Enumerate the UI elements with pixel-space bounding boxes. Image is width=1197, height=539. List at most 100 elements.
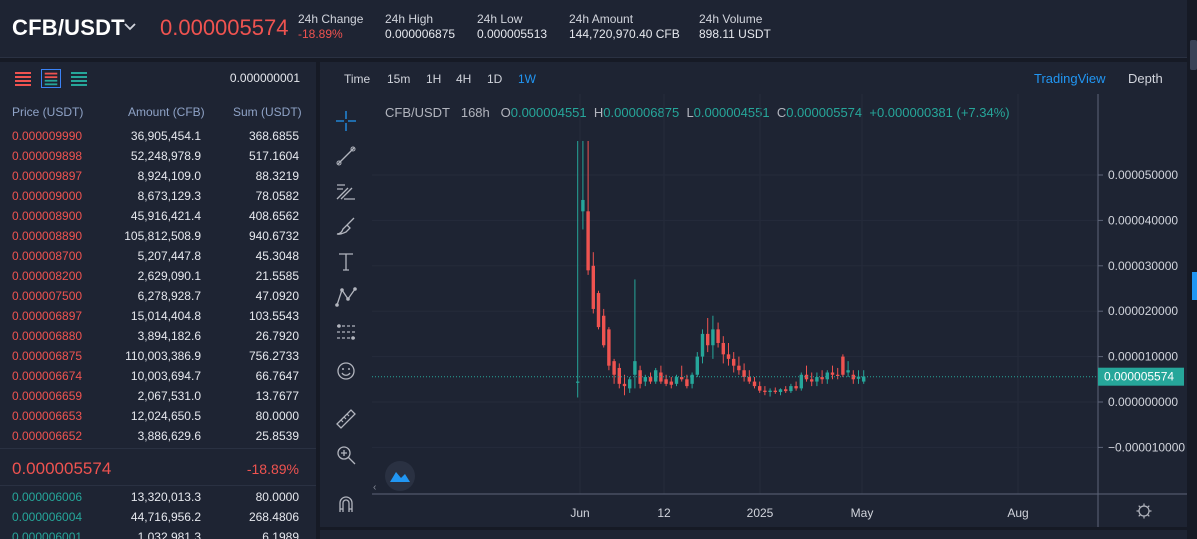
candle-body xyxy=(732,358,736,366)
ask-sum: 25.8539 xyxy=(255,429,299,443)
candle-body xyxy=(773,390,777,393)
precision-selector[interactable]: 0.000000001 xyxy=(229,71,300,85)
legend-symbol: CFB/USDT xyxy=(385,105,450,120)
both-sides-icon[interactable] xyxy=(41,69,61,88)
candle-body xyxy=(794,386,798,389)
candle-body xyxy=(674,377,679,384)
time-axis-label: 12 xyxy=(657,506,671,520)
ask-sum: 66.7647 xyxy=(255,369,299,383)
timeframe-15m[interactable]: 15m xyxy=(387,72,411,86)
candle-body xyxy=(846,370,850,373)
ask-amount: 2,067,531.0 xyxy=(137,389,201,403)
ask-price: 0.000006652 xyxy=(12,429,83,443)
candle-body xyxy=(856,376,861,379)
emoji-icon[interactable] xyxy=(334,359,358,383)
ask-row[interactable]: 0.000006659 2,067,531.0 13.7677 xyxy=(0,385,316,405)
candle-body xyxy=(690,374,694,384)
ask-row[interactable]: 0.000009897 8,924,109.0 88.3219 xyxy=(0,165,316,185)
fib-icon[interactable] xyxy=(334,179,358,203)
ask-row[interactable]: 0.000006674 10,003,694.7 66.7647 xyxy=(0,365,316,385)
pair-selector[interactable]: CFB/USDT xyxy=(12,15,125,40)
ask-sum: 517.1604 xyxy=(248,149,299,163)
price-column-header: Price (USDT) xyxy=(12,105,84,119)
ask-row[interactable]: 0.000006897 15,014,404.8 103.5543 xyxy=(0,305,316,325)
brush-icon[interactable] xyxy=(334,214,358,238)
ask-sum: 21.5585 xyxy=(255,269,299,283)
ask-row[interactable]: 0.000007500 6,278,928.7 47.0920 xyxy=(0,285,316,305)
ask-amount: 52,248,978.9 xyxy=(130,149,201,163)
ask-amount: 10,003,694.7 xyxy=(130,369,201,383)
ask-row[interactable]: 0.000008700 5,207,447.8 45.3048 xyxy=(0,245,316,265)
asks-only-icon[interactable] xyxy=(13,69,33,88)
stat-value: 144,720,970.40 CFB xyxy=(569,27,680,41)
ask-amount: 8,673,129.3 xyxy=(137,189,201,203)
ask-row[interactable]: 0.000009990 36,905,454.1 368.6855 xyxy=(0,125,316,145)
candle-body xyxy=(763,390,767,393)
bid-row[interactable]: 0.000006006 13,320,013.3 80.0000 xyxy=(0,486,316,506)
candle-body xyxy=(622,383,627,387)
stat-24h-high: 24h High 0.000006875 xyxy=(385,12,455,42)
ask-row[interactable]: 0.000006653 12,024,650.5 80.0000 xyxy=(0,405,316,425)
ask-sum: 80.0000 xyxy=(255,409,299,423)
ask-row[interactable]: 0.000006875 110,003,386.9 756.2733 xyxy=(0,345,316,365)
timeframe-4h[interactable]: 4H xyxy=(456,72,472,86)
price-axis-label: 0.000000000 xyxy=(1108,395,1178,409)
candle-body xyxy=(706,333,710,346)
ask-sum: 756.2733 xyxy=(248,349,299,363)
price-axis-label: −0.000010000 xyxy=(1108,440,1185,454)
bids-only-icon[interactable] xyxy=(69,69,89,88)
candle-body xyxy=(752,381,757,387)
market-header: CFB/USDT 0.000005574 24h Change -18.89% … xyxy=(0,0,1197,58)
legend-change: +0.000000381 (+7.34%) xyxy=(869,105,1010,120)
current-price-tag xyxy=(1098,367,1184,386)
ask-price: 0.000009000 xyxy=(12,189,83,203)
prediction-icon[interactable] xyxy=(334,320,358,344)
candle-body xyxy=(830,372,835,375)
pattern-icon[interactable] xyxy=(334,285,358,309)
ask-amount: 45,916,421.4 xyxy=(130,209,201,223)
chevron-down-icon[interactable] xyxy=(123,20,137,34)
ask-row[interactable]: 0.000006880 3,894,182.6 26.7920 xyxy=(0,325,316,345)
settings-icon[interactable] xyxy=(1138,505,1150,517)
page-scrollbar[interactable] xyxy=(1187,0,1197,539)
zoom-icon[interactable] xyxy=(334,443,358,467)
ask-price: 0.000009897 xyxy=(12,169,83,183)
ask-row[interactable]: 0.000009000 8,673,129.3 78.0582 xyxy=(0,185,316,205)
timeframe-1d[interactable]: 1D xyxy=(487,72,503,86)
tab-tradingview[interactable]: TradingView xyxy=(1034,71,1106,86)
ask-row[interactable]: 0.000009898 52,248,978.9 517.1604 xyxy=(0,145,316,165)
timeframe-1h[interactable]: 1H xyxy=(426,72,442,86)
side-scroll-handle[interactable] xyxy=(1192,272,1197,300)
stat-24h-amount: 24h Amount 144,720,970.40 CFB xyxy=(569,12,680,42)
timeframe-time[interactable]: Time xyxy=(344,72,371,86)
ask-amount: 110,003,386.9 xyxy=(125,349,201,363)
candle-body xyxy=(711,329,715,346)
bid-row[interactable]: 0.000006004 44,716,956.2 268.4806 xyxy=(0,506,316,526)
candle-body xyxy=(581,199,585,212)
candle-body xyxy=(721,342,725,355)
ask-amount: 8,924,109.0 xyxy=(137,169,201,183)
stat-24h-volume: 24h Volume 898.11 USDT xyxy=(699,12,771,42)
price-chart[interactable]: 0.000050000 0.000040000 0.000030000 0.00002… xyxy=(372,94,1195,527)
ask-row[interactable]: 0.000008200 2,629,090.1 21.5585 xyxy=(0,265,316,285)
crosshair-icon[interactable] xyxy=(334,109,358,133)
ask-row[interactable]: 0.000008890 105,812,508.9 940.6732 xyxy=(0,225,316,245)
stat-label: 24h High xyxy=(385,12,434,26)
legend-open: 0.000004551 xyxy=(510,105,587,120)
trend-line-icon[interactable] xyxy=(334,144,358,168)
text-icon[interactable] xyxy=(334,250,358,274)
magnet-icon[interactable] xyxy=(334,492,358,516)
ask-row[interactable]: 0.000008900 45,916,421.4 408.6562 xyxy=(0,205,316,225)
timeframe-1w[interactable]: 1W xyxy=(518,72,536,86)
bid-row[interactable]: 0.000006001 1,032,981.3 6.1989 xyxy=(0,526,316,539)
order-book: 0.000000001 Price (USDT) Amount (CFB) Su… xyxy=(0,62,316,539)
tab-depth[interactable]: Depth xyxy=(1128,71,1163,86)
ruler-icon[interactable] xyxy=(334,407,358,431)
last-price: 0.000005574 xyxy=(160,15,289,40)
amount-column-header: Amount (CFB) xyxy=(128,105,205,119)
ask-price: 0.000008700 xyxy=(12,249,83,263)
ask-price: 0.000006875 xyxy=(12,349,83,363)
ask-sum: 13.7677 xyxy=(255,389,299,403)
ask-row[interactable]: 0.000006652 3,886,629.6 25.8539 xyxy=(0,425,316,445)
scrollbar-thumb[interactable] xyxy=(1190,40,1197,70)
